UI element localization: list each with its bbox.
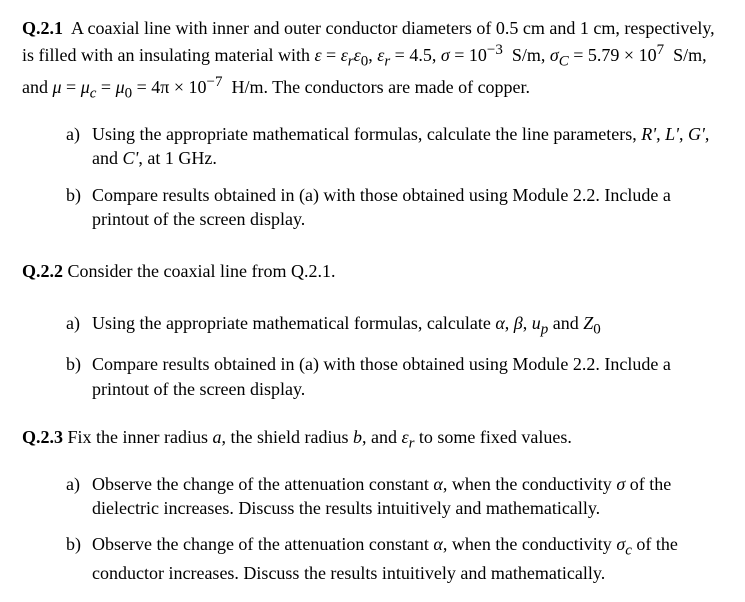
q2-a-text: Using the appropriate mathematical formu… xyxy=(92,311,723,340)
q3-label: Q.2.3 xyxy=(22,427,63,447)
q2-intro: Consider the coaxial line from Q.2.1. xyxy=(68,261,336,281)
q3-subitems: a) Observe the change of the attenuation… xyxy=(22,472,723,586)
q1-b: b) Compare results obtained in (a) with … xyxy=(66,183,723,232)
q3-a-text: Observe the change of the attenuation co… xyxy=(92,472,723,521)
q1-label: Q.2.1 xyxy=(22,18,63,38)
q1-intro: A coaxial line with inner and outer cond… xyxy=(22,18,715,97)
sub-label-b: b) xyxy=(66,352,92,401)
q3-intro: Fix the inner radius a, the shield radiu… xyxy=(68,427,572,447)
q3-block: Q.2.3 Fix the inner radius a, the shield… xyxy=(22,425,723,454)
q2-block: Q.2.2 Consider the coaxial line from Q.2… xyxy=(22,259,723,283)
q2-label: Q.2.2 xyxy=(22,261,63,281)
q1-b-text: Compare results obtained in (a) with tho… xyxy=(92,183,723,232)
q3-a: a) Observe the change of the attenuation… xyxy=(66,472,723,521)
q1-a: a) Using the appropriate mathematical fo… xyxy=(66,122,723,171)
sub-label-a: a) xyxy=(66,472,92,521)
q1-a-text: Using the appropriate mathematical formu… xyxy=(92,122,723,171)
q1-block: Q.2.1 A coaxial line with inner and oute… xyxy=(22,16,723,104)
q2-b: b) Compare results obtained in (a) with … xyxy=(66,352,723,401)
q2-subitems: a) Using the appropriate mathematical fo… xyxy=(22,311,723,400)
q2-a: a) Using the appropriate mathematical fo… xyxy=(66,311,723,340)
q3-b-text: Observe the change of the attenuation co… xyxy=(92,532,723,585)
sub-label-b: b) xyxy=(66,183,92,232)
sub-label-a: a) xyxy=(66,311,92,340)
q2-b-text: Compare results obtained in (a) with tho… xyxy=(92,352,723,401)
q1-subitems: a) Using the appropriate mathematical fo… xyxy=(22,122,723,231)
sub-label-b: b) xyxy=(66,532,92,585)
q3-b: b) Observe the change of the attenuation… xyxy=(66,532,723,585)
sub-label-a: a) xyxy=(66,122,92,171)
